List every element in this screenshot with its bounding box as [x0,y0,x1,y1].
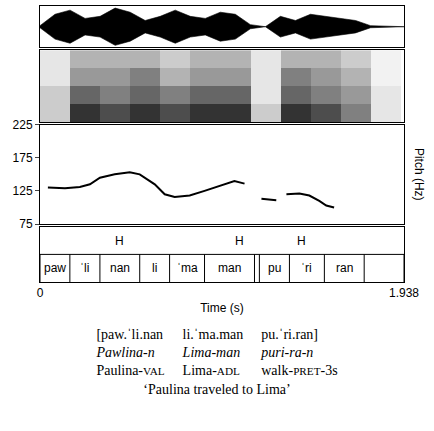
svg-text:man: man [218,261,241,275]
svg-text:H: H [235,234,244,248]
svg-text:ˈri: ˈri [301,261,312,275]
html-text:puri-ra-n: puri-ra-n [261,345,314,360]
svg-text:0: 0 [37,286,44,300]
svg-text:125: 125 [13,184,33,198]
html-text:li.ˈma.man: li.ˈma.man [182,327,244,342]
svg-text:ˈma: ˈma [177,261,198,275]
svg-text:paw: paw [44,261,66,275]
svg-text:H: H [297,234,306,248]
svg-text:175: 175 [13,151,33,165]
html-text:Pawlina-n: Pawlina-n [96,345,155,360]
html-text:pu.ˈri.ran]: pu.ˈri.ran] [261,327,318,342]
html-text:Lima-man: Lima-man [182,345,241,360]
svg-text:nan: nan [110,261,130,275]
html-text:‘Paulina traveled to Lima’: ‘Paulina traveled to Lima’ [143,382,291,397]
html-text:Lima-ADL: Lima-ADL [182,363,240,378]
html-text:Paulina-VAL: Paulina-VAL [96,363,165,378]
svg-text:1.938: 1.938 [389,286,419,300]
svg-text:ran: ran [336,261,353,275]
svg-text:H: H [115,234,124,248]
svg-text:ˈli: ˈli [80,261,89,275]
svg-text:225: 225 [13,118,33,132]
svg-text:Pitch (Hz): Pitch (Hz) [412,148,426,201]
svg-text:Time (s): Time (s) [200,301,244,315]
html-text:walk-PRET-3s: walk-PRET-3s [261,363,338,378]
svg-text:75: 75 [19,217,33,231]
svg-text:pu: pu [268,261,281,275]
html-text:[paw.ˈli.nan: [paw.ˈli.nan [96,327,164,342]
svg-text:li: li [152,261,157,275]
